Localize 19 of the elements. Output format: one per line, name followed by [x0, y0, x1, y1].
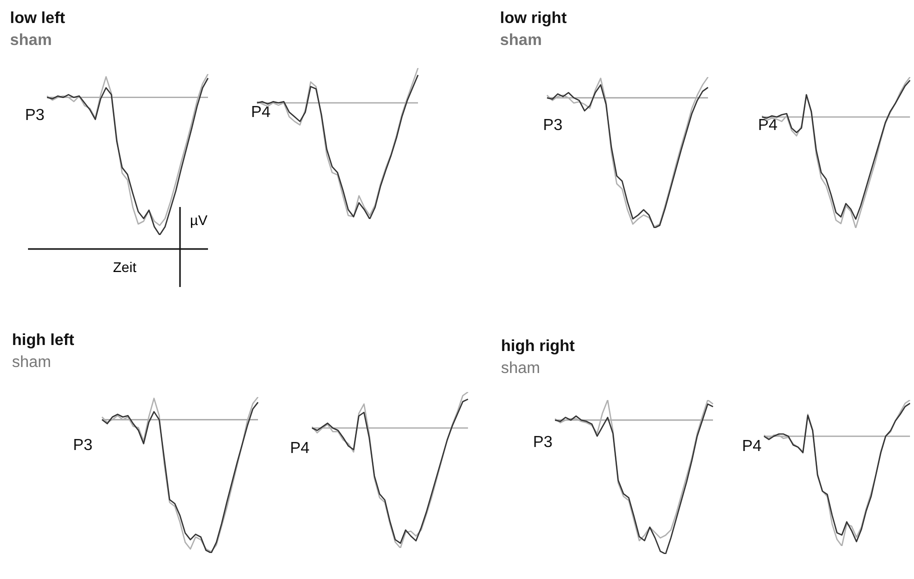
chart-subtitle: sham — [501, 360, 542, 378]
chart-subtitle: sham — [500, 32, 543, 50]
annotation: P4 — [758, 117, 778, 135]
scale-cross: µV Zeit — [28, 207, 228, 292]
annotation: P3 — [543, 117, 563, 135]
chart-subtitle: sham — [12, 354, 52, 372]
chart-title: low left — [10, 10, 66, 28]
text: P4 — [290, 440, 310, 458]
text: P3 — [533, 434, 553, 452]
chart-title: high left — [12, 332, 74, 350]
chart-subtitle: sham — [10, 32, 53, 50]
text: P3 — [73, 437, 93, 455]
text: P4 — [742, 438, 762, 456]
text: P3 — [25, 107, 45, 125]
y-axis-title: µV — [190, 212, 208, 228]
chart-title: high right — [501, 338, 575, 356]
chart-title: low right — [500, 10, 567, 28]
x-axis-title: Zeit — [113, 259, 136, 275]
annotation: P4 — [251, 104, 271, 122]
